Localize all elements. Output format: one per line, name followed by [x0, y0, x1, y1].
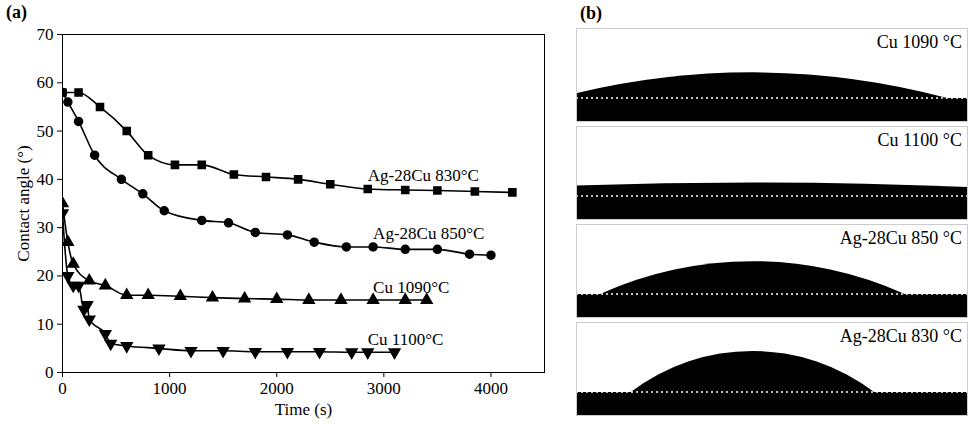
- svg-text:Ag-28Cu 830 °C: Ag-28Cu 830 °C: [840, 326, 962, 346]
- svg-text:Ag-28Cu 850 °C: Ag-28Cu 850 °C: [840, 228, 962, 248]
- svg-text:Ag-28Cu 830°C: Ag-28Cu 830°C: [368, 166, 479, 185]
- svg-text:60: 60: [37, 73, 54, 92]
- svg-text:20: 20: [37, 266, 54, 285]
- svg-text:70: 70: [37, 25, 54, 44]
- svg-text:Cu 1090 °C: Cu 1090 °C: [877, 32, 962, 52]
- svg-text:0: 0: [45, 363, 54, 382]
- svg-text:1000: 1000: [153, 379, 187, 398]
- svg-text:Cu 1100°C: Cu 1100°C: [368, 330, 444, 349]
- svg-text:Time (s): Time (s): [275, 400, 332, 419]
- svg-text:50: 50: [37, 122, 54, 141]
- svg-text:3000: 3000: [367, 379, 401, 398]
- svg-text:30: 30: [37, 218, 54, 237]
- svg-text:Cu 1090°C: Cu 1090°C: [373, 278, 449, 297]
- svg-text:10: 10: [37, 315, 54, 334]
- svg-text:0: 0: [58, 379, 67, 398]
- svg-text:(b): (b): [580, 3, 602, 24]
- svg-text:2000: 2000: [260, 379, 294, 398]
- svg-text:Cu 1100 °C: Cu 1100 °C: [877, 130, 962, 150]
- svg-text:Ag-28Cu 850°C: Ag-28Cu 850°C: [373, 224, 484, 243]
- svg-text:40: 40: [37, 170, 54, 189]
- html-text:(a): (a): [6, 2, 27, 22]
- svg-text:Contact angle (°): Contact angle (°): [14, 145, 33, 261]
- svg-text:4000: 4000: [474, 379, 508, 398]
